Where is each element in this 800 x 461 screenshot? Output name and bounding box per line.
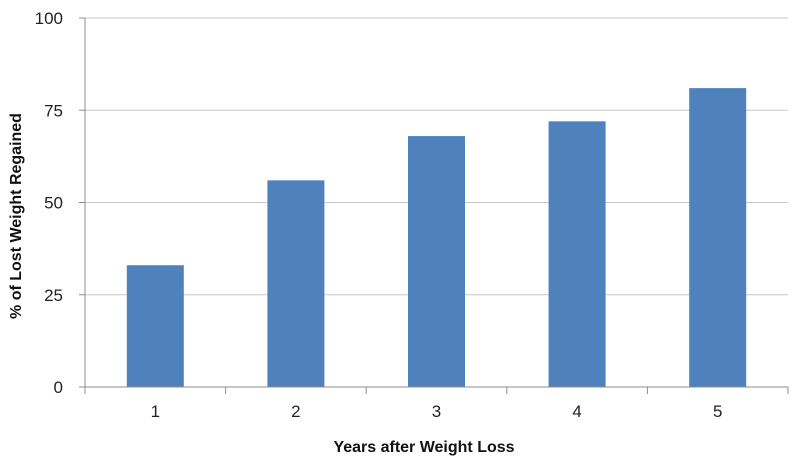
x-tick-label: 2 — [291, 402, 300, 421]
bars — [126, 88, 747, 388]
y-tick-label: 25 — [44, 286, 63, 305]
x-tick-label: 1 — [151, 402, 160, 421]
y-tick-label: 100 — [35, 9, 63, 28]
bar — [408, 136, 465, 387]
bar — [126, 265, 184, 387]
x-axis-title: Years after Weight Loss — [333, 439, 514, 456]
y-tick-label: 0 — [54, 378, 63, 397]
y-axis-title: % of Lost Weight Regained — [8, 113, 25, 319]
y-tick-label: 50 — [44, 194, 63, 213]
bar — [548, 121, 606, 387]
x-tick-labels: 1 2 3 4 5 — [151, 402, 723, 421]
x-tick-label: 5 — [713, 402, 722, 421]
y-tick-labels: 0 25 50 75 100 — [35, 9, 63, 397]
x-tick-label: 4 — [572, 402, 581, 421]
axes — [79, 17, 789, 394]
bar — [267, 180, 325, 387]
y-tick-label: 75 — [44, 101, 63, 120]
x-tick-label: 3 — [432, 402, 441, 421]
bar — [689, 88, 747, 388]
